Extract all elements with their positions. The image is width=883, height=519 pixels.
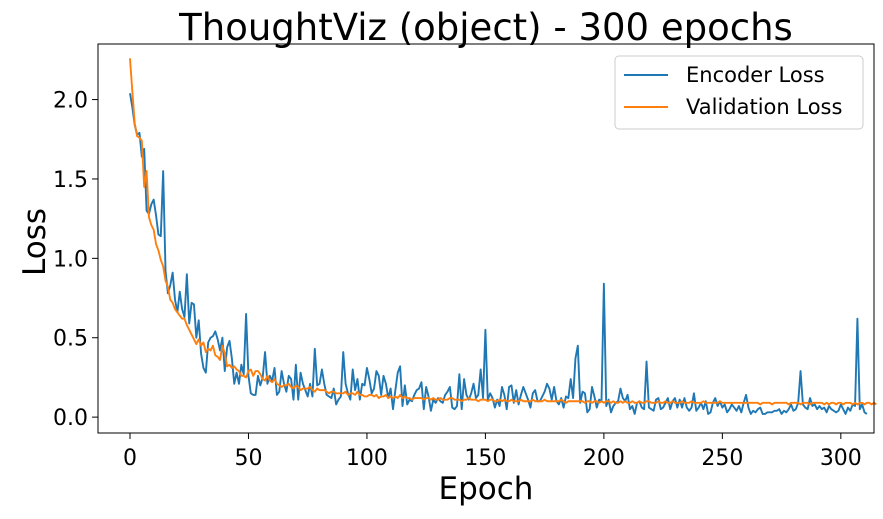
x-tick-label: 150 bbox=[464, 446, 506, 471]
y-tick-label: 0.0 bbox=[53, 406, 88, 431]
legend-box bbox=[614, 55, 864, 130]
y-tick-label: 0.5 bbox=[53, 327, 88, 352]
x-tick-label: 100 bbox=[346, 446, 388, 471]
x-tick-label: 50 bbox=[234, 446, 262, 471]
legend: Encoder Loss Validation Loss bbox=[614, 55, 864, 130]
legend-label-encoder-loss: Encoder Loss bbox=[686, 63, 825, 87]
series-layer bbox=[129, 58, 877, 415]
y-tick-label: 1.5 bbox=[53, 168, 88, 193]
x-tick-label: 200 bbox=[583, 446, 625, 471]
series-line-encoder-loss bbox=[129, 93, 868, 415]
legend-label-validation-loss: Validation Loss bbox=[686, 95, 842, 119]
x-tick-label: 0 bbox=[123, 446, 137, 471]
chart-title: ThoughtViz (object) - 300 epochs bbox=[178, 6, 793, 49]
x-axis-label: Epoch bbox=[439, 471, 534, 507]
y-axis-label: Loss bbox=[17, 208, 53, 276]
x-axis-ticks: 0 50 100 150 200 250 300 bbox=[123, 433, 862, 471]
y-axis-ticks: 0.0 0.5 1.0 1.5 2.0 bbox=[53, 89, 98, 431]
series-line-validation-loss bbox=[129, 58, 877, 406]
y-tick-label: 1.0 bbox=[53, 247, 88, 272]
y-tick-label: 2.0 bbox=[53, 89, 88, 114]
x-tick-label: 250 bbox=[701, 446, 743, 471]
x-tick-label: 300 bbox=[820, 446, 862, 471]
plot-area-frame bbox=[97, 43, 875, 434]
